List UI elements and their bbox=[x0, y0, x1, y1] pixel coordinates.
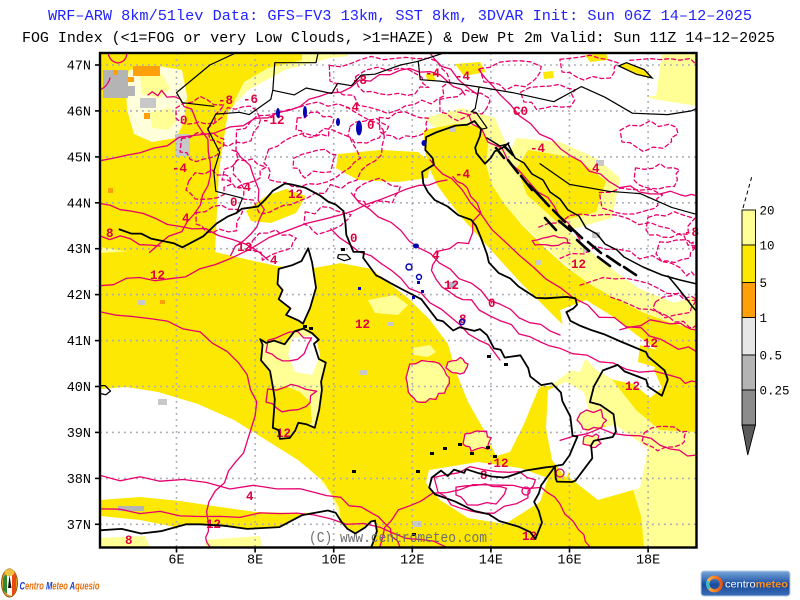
svg-text:-4: -4 bbox=[344, 101, 360, 115]
svg-text:12: 12 bbox=[522, 530, 537, 544]
svg-text:10: 10 bbox=[760, 240, 775, 254]
svg-text:5: 5 bbox=[760, 277, 768, 291]
svg-text:46N: 46N bbox=[67, 105, 91, 120]
svg-text:-8: -8 bbox=[684, 226, 699, 240]
svg-text:-12: -12 bbox=[262, 114, 285, 128]
svg-text:12: 12 bbox=[571, 258, 586, 272]
svg-text:42N: 42N bbox=[67, 289, 91, 304]
svg-text:0.5: 0.5 bbox=[760, 350, 783, 364]
svg-text:8E: 8E bbox=[247, 554, 263, 569]
svg-text:14E: 14E bbox=[479, 554, 503, 569]
svg-text:-12: -12 bbox=[486, 457, 509, 471]
svg-text:12: 12 bbox=[150, 269, 165, 283]
svg-text:centrometeo: centrometeo bbox=[725, 579, 788, 591]
svg-text:45N: 45N bbox=[67, 151, 91, 166]
svg-text:12: 12 bbox=[444, 279, 459, 293]
svg-text:FOG Index (<1=FOG or very Low: FOG Index (<1=FOG or very Low Clouds, >1… bbox=[22, 31, 775, 47]
svg-text:40N: 40N bbox=[67, 381, 91, 396]
svg-text:WRF–ARW 8km/51lev Data: GFS–F: WRF–ARW 8km/51lev Data: GFS–FV3 13km, SS… bbox=[48, 9, 752, 25]
svg-text:-8: -8 bbox=[218, 94, 233, 108]
svg-text:-4: -4 bbox=[172, 162, 188, 176]
svg-text:4: 4 bbox=[246, 490, 254, 504]
svg-text:1: 1 bbox=[760, 312, 768, 326]
svg-text:20: 20 bbox=[760, 205, 775, 219]
svg-text:4: 4 bbox=[270, 254, 278, 268]
svg-text:-6: -6 bbox=[243, 93, 258, 107]
svg-text:4: 4 bbox=[182, 212, 190, 226]
svg-text:43N: 43N bbox=[67, 243, 91, 258]
svg-text:4: 4 bbox=[592, 162, 600, 176]
svg-text:-8: -8 bbox=[352, 74, 367, 88]
svg-text:-4: -4 bbox=[455, 70, 471, 84]
svg-text:8: 8 bbox=[480, 469, 488, 483]
svg-text:10E: 10E bbox=[322, 554, 346, 569]
svg-text:4: 4 bbox=[432, 249, 440, 263]
svg-text:-4: -4 bbox=[425, 67, 441, 81]
svg-text:0: 0 bbox=[367, 119, 375, 133]
svg-text:0: 0 bbox=[230, 196, 238, 210]
svg-text:C0: C0 bbox=[513, 105, 528, 119]
svg-text:8: 8 bbox=[125, 534, 133, 548]
svg-text:37N: 37N bbox=[67, 519, 91, 534]
svg-text:12: 12 bbox=[288, 188, 303, 202]
svg-text:6E: 6E bbox=[168, 554, 184, 569]
svg-text:38N: 38N bbox=[67, 473, 91, 488]
svg-text:16E: 16E bbox=[557, 554, 581, 569]
svg-text:12: 12 bbox=[643, 337, 658, 351]
svg-text:39N: 39N bbox=[67, 427, 91, 442]
svg-text:0: 0 bbox=[488, 297, 496, 311]
svg-text:47N: 47N bbox=[67, 60, 91, 75]
svg-text:(C) www.centrometeo.com: (C) www.centrometeo.com bbox=[309, 531, 487, 547]
svg-text:0: 0 bbox=[180, 114, 188, 128]
svg-text:Centro Meteo Aquesio: Centro Meteo Aquesio bbox=[20, 581, 100, 593]
svg-text:12: 12 bbox=[625, 380, 640, 394]
svg-text:41N: 41N bbox=[67, 335, 91, 350]
svg-text:0: 0 bbox=[350, 232, 358, 246]
svg-text:8: 8 bbox=[106, 227, 114, 241]
svg-text:-4: -4 bbox=[236, 181, 252, 195]
svg-text:44N: 44N bbox=[67, 197, 91, 212]
svg-text:-4: -4 bbox=[455, 168, 471, 182]
svg-text:0.25: 0.25 bbox=[760, 385, 790, 399]
svg-text:-4: -4 bbox=[530, 142, 546, 156]
svg-text:12: 12 bbox=[237, 241, 252, 255]
svg-text:12E: 12E bbox=[400, 554, 424, 569]
svg-text:18E: 18E bbox=[636, 554, 660, 569]
svg-text:12: 12 bbox=[355, 318, 370, 332]
